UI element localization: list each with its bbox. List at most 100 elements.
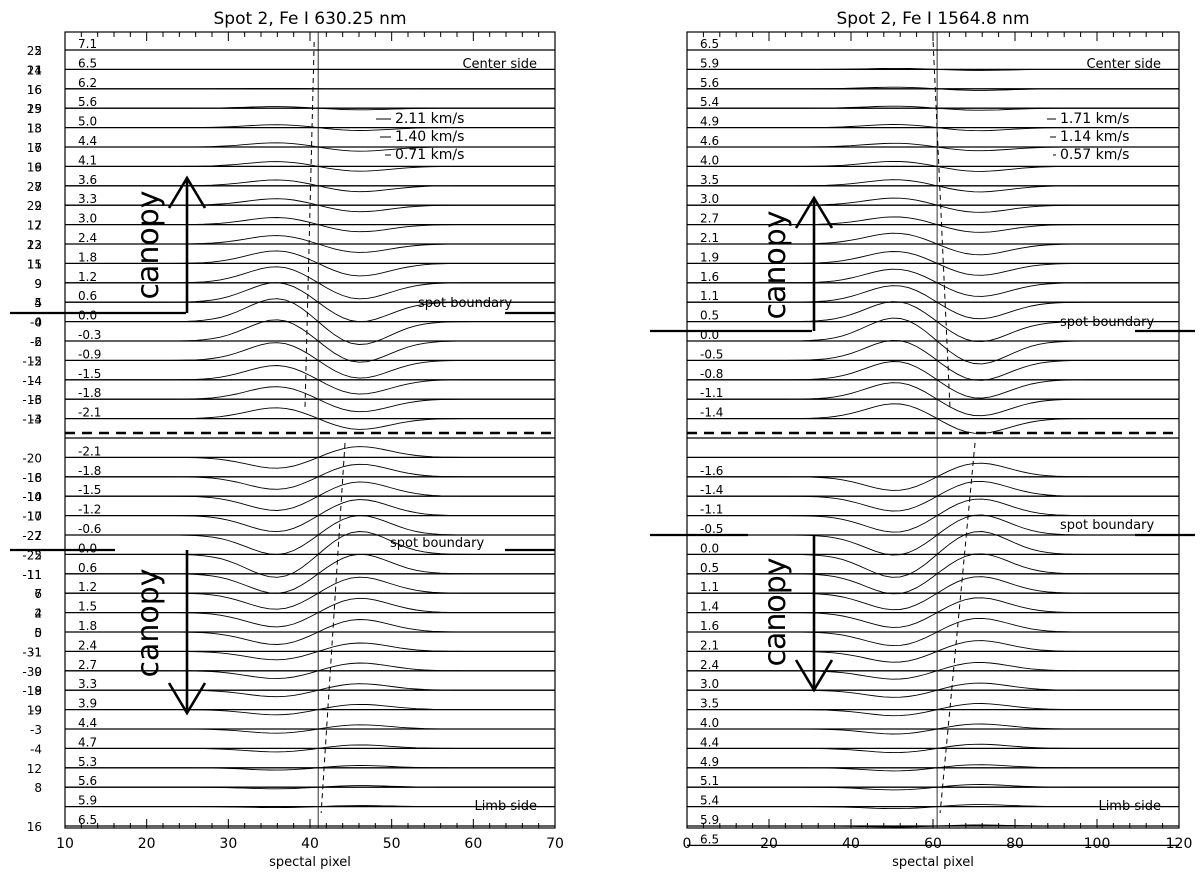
row-label-left: -22 bbox=[22, 529, 42, 543]
row-profile bbox=[687, 723, 1179, 735]
row-distance-label: 2.7 bbox=[700, 212, 719, 226]
row-distance-label: 1.1 bbox=[700, 289, 719, 303]
row-profile bbox=[65, 365, 555, 395]
row-distance-label: -0.8 bbox=[700, 367, 723, 381]
x-tick-label: 0 bbox=[683, 836, 692, 852]
row-profile bbox=[687, 67, 1179, 71]
row-distance-label: 6.5 bbox=[78, 56, 97, 70]
row-label-left: -2 bbox=[30, 335, 42, 349]
row-label-left: -17 bbox=[22, 510, 42, 524]
row-profile bbox=[687, 462, 1179, 491]
row-distance-label: 1.2 bbox=[78, 270, 97, 284]
x-tick-label: 20 bbox=[138, 836, 156, 852]
row-label-left: -6 bbox=[30, 335, 42, 349]
row-label-left: 4 bbox=[34, 296, 42, 310]
row-distance-label: 4.4 bbox=[78, 134, 97, 148]
row-profile bbox=[65, 805, 555, 809]
row-profile bbox=[65, 106, 555, 111]
limb-side-label: Limb side bbox=[1098, 799, 1161, 814]
row-profile bbox=[65, 619, 555, 645]
row-distance-label: -2.1 bbox=[78, 444, 101, 458]
row-distance-label: -0.6 bbox=[78, 522, 101, 536]
row-label-left: 27 bbox=[27, 180, 42, 194]
row-distance-label: 2.4 bbox=[700, 658, 719, 672]
row-profile bbox=[687, 251, 1179, 276]
velocity-scale-label: 0.71 km/s bbox=[395, 147, 464, 163]
row-profile bbox=[65, 531, 555, 578]
canopy-arrowhead bbox=[167, 175, 207, 209]
row-profile bbox=[65, 642, 555, 661]
row-label-left: -11 bbox=[22, 568, 42, 582]
row-label-left: -12 bbox=[22, 354, 42, 368]
row-distance-label: 6.2 bbox=[78, 76, 97, 90]
row-distance-label: 6.5 bbox=[78, 813, 97, 827]
row-distance-label: 1.6 bbox=[700, 619, 719, 633]
row-profile bbox=[687, 403, 1179, 434]
velocity-scale-label: 0.57 km/s bbox=[1060, 147, 1129, 163]
row-profile bbox=[65, 683, 555, 698]
centroid-trace-bottom bbox=[320, 442, 346, 814]
row-distance-label: 7.1 bbox=[78, 37, 97, 51]
row-profile bbox=[65, 266, 555, 300]
row-distance-label: 3.0 bbox=[78, 212, 97, 226]
row-distance-label: 1.1 bbox=[700, 580, 719, 594]
row-profile bbox=[687, 531, 1179, 578]
row-label-left: -14 bbox=[22, 413, 42, 427]
row-profile bbox=[65, 515, 555, 555]
row-profile bbox=[65, 785, 555, 790]
row-distance-label: 4.1 bbox=[78, 153, 97, 167]
row-distance-label: 0.0 bbox=[78, 541, 97, 555]
row-distance-label: -1.1 bbox=[700, 503, 723, 517]
row-distance-label: 4.9 bbox=[700, 755, 719, 769]
row-profile bbox=[687, 743, 1179, 754]
row-distance-label: 3.3 bbox=[78, 192, 97, 206]
row-profile bbox=[687, 764, 1179, 772]
row-profile bbox=[687, 142, 1179, 152]
row-label-left: -1 bbox=[30, 645, 42, 659]
spot-boundary-label: spot boundary bbox=[1060, 518, 1154, 533]
row-label-left: 9 bbox=[34, 277, 42, 291]
row-distance-label: 0.5 bbox=[700, 309, 719, 323]
spot-boundary-label: spot boundary bbox=[1060, 315, 1154, 330]
row-profile bbox=[65, 499, 555, 533]
canopy-label-top: canopy bbox=[131, 190, 166, 299]
row-profile bbox=[687, 105, 1179, 111]
canopy-label-top: canopy bbox=[758, 210, 793, 319]
row-label-left: 11 bbox=[27, 568, 42, 582]
row-profile bbox=[65, 553, 555, 594]
row-profile bbox=[65, 481, 555, 511]
canopy-label-bottom: canopy bbox=[131, 568, 166, 677]
x-tick-label: 60 bbox=[924, 836, 942, 852]
canopy-arrowhead bbox=[167, 682, 207, 716]
spot-boundary-label: spot boundary bbox=[418, 296, 512, 311]
row-profile bbox=[687, 498, 1179, 533]
row-distance-label: -1.1 bbox=[700, 386, 723, 400]
row-distance-label: -1.2 bbox=[78, 503, 101, 517]
row-distance-label: -1.4 bbox=[700, 406, 723, 420]
chart-title: Spot 2, Fe I 630.25 nm bbox=[213, 9, 406, 29]
row-profile bbox=[687, 480, 1179, 512]
row-profile bbox=[687, 597, 1179, 628]
row-label-left: 9 bbox=[34, 199, 42, 213]
row-label-left: 19 bbox=[27, 102, 42, 116]
canopy-arrowhead bbox=[794, 659, 834, 693]
row-distance-label: 0.6 bbox=[78, 561, 97, 575]
row-profile bbox=[687, 514, 1179, 556]
row-label-left: 5 bbox=[34, 626, 42, 640]
row-label-left: 10 bbox=[27, 490, 42, 504]
row-distance-label: 5.6 bbox=[78, 95, 97, 109]
row-profile bbox=[65, 250, 555, 277]
row-profile bbox=[687, 86, 1179, 91]
row-profile bbox=[687, 804, 1179, 810]
row-distance-label: 2.1 bbox=[700, 638, 719, 652]
row-profile bbox=[687, 703, 1179, 717]
row-profile bbox=[687, 160, 1179, 172]
row-label-left: -3 bbox=[30, 393, 42, 407]
row-profile bbox=[65, 597, 555, 628]
row-distance-label: 5.0 bbox=[78, 115, 97, 129]
row-profile bbox=[65, 142, 555, 152]
x-tick-label: 30 bbox=[219, 836, 237, 852]
row-distance-label: 5.6 bbox=[78, 774, 97, 788]
row-label-left: 7 bbox=[34, 529, 42, 543]
row-label-left: 16 bbox=[27, 83, 42, 97]
